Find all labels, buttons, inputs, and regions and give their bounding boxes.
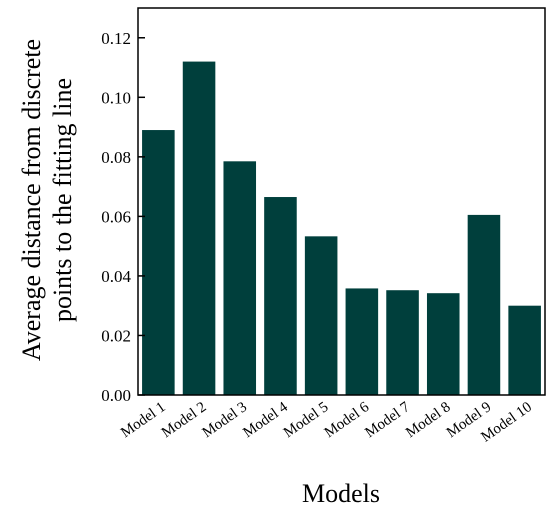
x-tick-label: Model 7: [362, 399, 413, 441]
bar-4: [264, 197, 297, 395]
x-tick-label: Model 5: [281, 399, 331, 441]
bar-10: [508, 305, 541, 395]
y-tick-label: 0.12: [101, 29, 131, 48]
bar-7: [386, 290, 419, 395]
y-axis-title-line-1: Average distance from discrete: [17, 39, 46, 361]
bar-5: [304, 236, 338, 395]
x-tick-label: Model 1: [118, 399, 168, 441]
y-tick-label: 0.02: [101, 326, 131, 345]
y-tick-label: 0.06: [101, 207, 131, 226]
bar-8: [426, 293, 460, 395]
plot-frame: [137, 7, 546, 396]
x-tick-label: Model 2: [159, 399, 209, 441]
bar-1: [142, 130, 175, 396]
y-axis-title-line-2: points to the fitting line: [48, 78, 77, 322]
bar-3: [223, 161, 257, 395]
x-tick-label: Model 4: [240, 399, 291, 441]
y-tick-label: 0.00: [101, 386, 131, 405]
x-axis-title: Models: [302, 479, 380, 508]
x-tick-label: Model 8: [403, 399, 453, 441]
x-tick-label: Model 3: [200, 399, 250, 441]
x-tick-label: Model 6: [322, 399, 373, 441]
y-tick-label: 0.10: [101, 88, 131, 107]
bar-6: [345, 288, 379, 395]
bars-group: [142, 61, 541, 396]
y-tick-label: 0.08: [101, 148, 131, 167]
bar-2: [182, 61, 216, 395]
y-axis: 0.00 0.02 0.04 0.06 0.08 0.10 0.12: [101, 29, 145, 405]
bar-9: [467, 214, 501, 395]
y-tick-label: 0.04: [101, 267, 131, 286]
